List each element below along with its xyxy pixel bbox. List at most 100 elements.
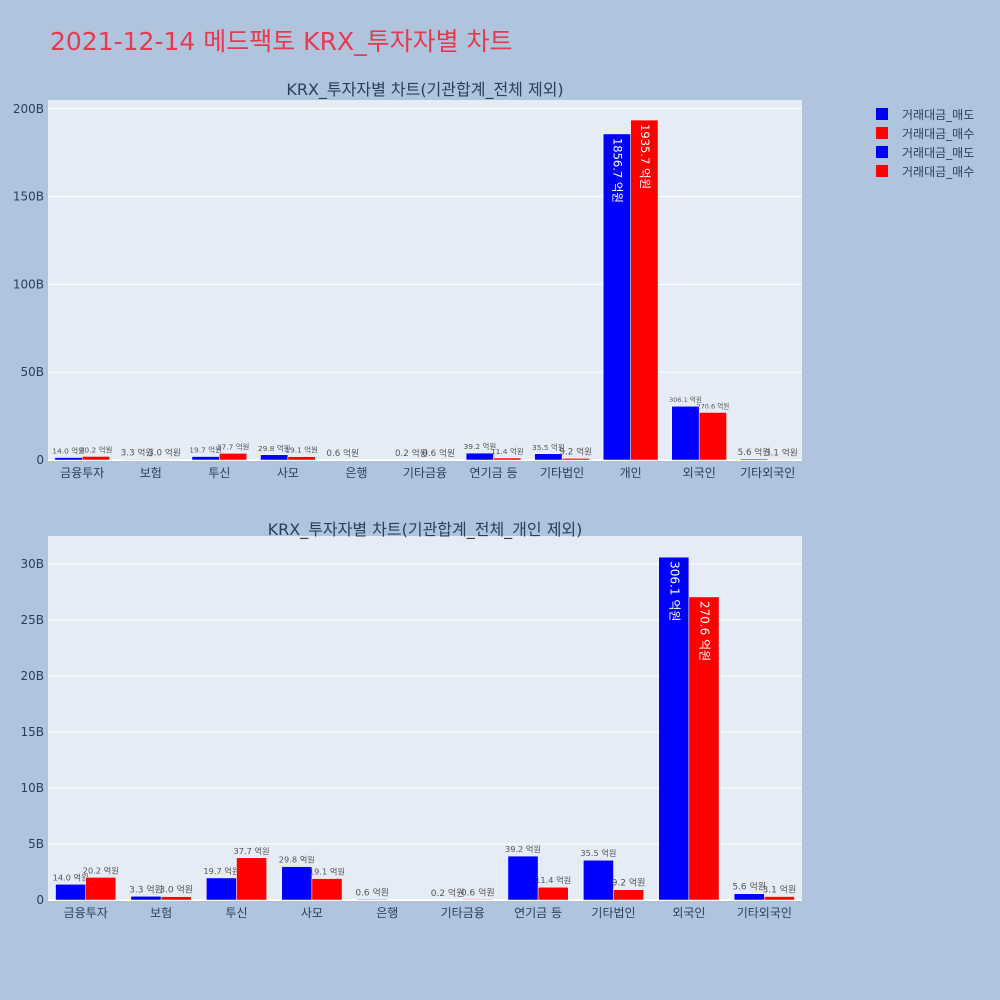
bar: [493, 457, 522, 461]
bar: [534, 453, 563, 461]
bar: [55, 884, 86, 901]
data-label: 3.0 억원: [159, 884, 193, 896]
y-tick-label: 30B: [20, 557, 44, 571]
x-tick-label: 금융투자: [60, 466, 104, 480]
bar: [260, 454, 289, 461]
y-tick-label: 20B: [20, 669, 44, 683]
data-label: 0.6 억원: [461, 886, 495, 898]
bar: [583, 859, 614, 901]
bar: [671, 405, 700, 461]
x-tick-label: 기타금융: [403, 466, 447, 480]
y-tick-label: 10B: [20, 781, 44, 795]
bar: [356, 899, 388, 901]
bar: [630, 119, 659, 461]
data-label: 20.2 억원: [80, 445, 113, 454]
y-tick-label: 15B: [20, 725, 44, 739]
data-label: 29.8 억원: [258, 444, 291, 453]
y-tick-label: 25B: [20, 613, 44, 627]
bar: [287, 456, 316, 461]
data-label: 35.5 억원: [580, 848, 616, 858]
legend-item: 거래대금_매수: [902, 165, 974, 179]
y-tick-label: 0: [36, 453, 44, 467]
data-label: 37.7 억원: [234, 846, 270, 856]
bar: [85, 877, 117, 901]
bar: [507, 855, 539, 901]
data-label: 0.2 억원: [395, 447, 428, 459]
bar: [537, 886, 569, 901]
bar: [54, 457, 83, 461]
y-tick-label: 0: [36, 893, 44, 907]
data-label: 306.1 억원: [669, 395, 702, 404]
legend-item: 거래대금_매도: [902, 146, 974, 160]
data-label: 3.1 억원: [765, 446, 798, 458]
bar: [767, 459, 796, 461]
y-tick-label: 150B: [13, 190, 44, 204]
bar: [219, 453, 248, 461]
x-tick-label: 금융투자: [64, 906, 108, 920]
bar: [236, 857, 267, 901]
bar: [698, 412, 727, 461]
x-tick-label: 사모: [301, 906, 323, 920]
data-label: 5.6 억원: [732, 881, 766, 893]
chart-top: KRX_투자자별 차트(기관합계_전체 제외) 0 50B 100B 150B 200B 금…: [13, 80, 802, 480]
bar: [462, 899, 494, 901]
data-label: 35.5 억원: [532, 443, 565, 452]
legend-swatch: [876, 108, 888, 120]
bar: [281, 866, 313, 901]
bar: [150, 459, 179, 461]
data-label: 0.6 억원: [422, 447, 455, 459]
data-label: 3.0 억원: [148, 446, 181, 458]
x-tick-label: 외국인: [683, 466, 716, 480]
bar: [740, 458, 768, 461]
data-label: 270.6 억원: [697, 601, 711, 661]
x-tick-label: 기타법인: [591, 906, 635, 920]
data-label: 19.1 억원: [309, 867, 345, 877]
data-label: 39.2 억원: [463, 442, 496, 451]
bar: [561, 458, 590, 461]
data-label: 29.8 억원: [279, 855, 315, 865]
x-tick-label: 은행: [376, 905, 398, 920]
data-label: 14.0 억원: [52, 447, 85, 456]
page-title: 2021-12-14 메드팩토 KRX_투자자별 차트: [50, 27, 513, 56]
bar: [465, 452, 494, 461]
x-tick-label: 은행: [345, 465, 367, 480]
bar: [733, 893, 765, 901]
x-tick-label: 기타금융: [441, 906, 485, 920]
data-label: 5.6 억원: [738, 446, 771, 458]
bar: [613, 889, 644, 901]
data-label: 0.6 억원: [355, 886, 389, 898]
plot-area: [48, 100, 802, 460]
data-label: 0.2 억원: [431, 887, 465, 899]
bar: [602, 133, 631, 461]
bar: [191, 456, 220, 461]
legend-swatch: [876, 146, 888, 158]
data-label: 11.4 억원: [491, 447, 524, 456]
bar: [206, 877, 237, 901]
data-label: 9.2 억원: [559, 445, 592, 457]
bar: [123, 459, 152, 461]
x-tick-label: 보험: [140, 466, 162, 480]
bar: [688, 596, 720, 901]
x-tick-label: 보험: [150, 906, 172, 920]
data-label: 9.2 억원: [612, 877, 646, 889]
bar: [764, 896, 795, 901]
data-label: 270.6 억원: [696, 401, 729, 410]
data-label: 3.1 억원: [763, 884, 797, 896]
data-label: 3.3 억원: [129, 883, 163, 895]
data-label: 37.7 억원: [217, 442, 250, 451]
y-tick-label: 100B: [13, 277, 44, 291]
chart-title: KRX_투자자별 차트(기관합계_전체 제외): [286, 80, 563, 100]
x-tick-label: 개인: [620, 466, 642, 480]
bar: [658, 556, 690, 901]
legend-swatch: [876, 127, 888, 139]
bar: [82, 456, 110, 461]
chart-bottom: KRX_투자자별 차트(기관합계_전체_개인 제외) 0 5B 10B 15B 20B 25…: [20, 520, 802, 920]
data-label: 20.2 억원: [83, 865, 119, 875]
x-tick-label: 투신: [208, 466, 230, 480]
data-label: 39.2 억원: [505, 844, 541, 854]
x-tick-label: 사모: [277, 466, 299, 480]
x-tick-label: 연기금 등: [514, 906, 562, 920]
x-tick-label: 연기금 등: [470, 466, 518, 480]
data-label: 1856.7 억원: [610, 138, 624, 203]
